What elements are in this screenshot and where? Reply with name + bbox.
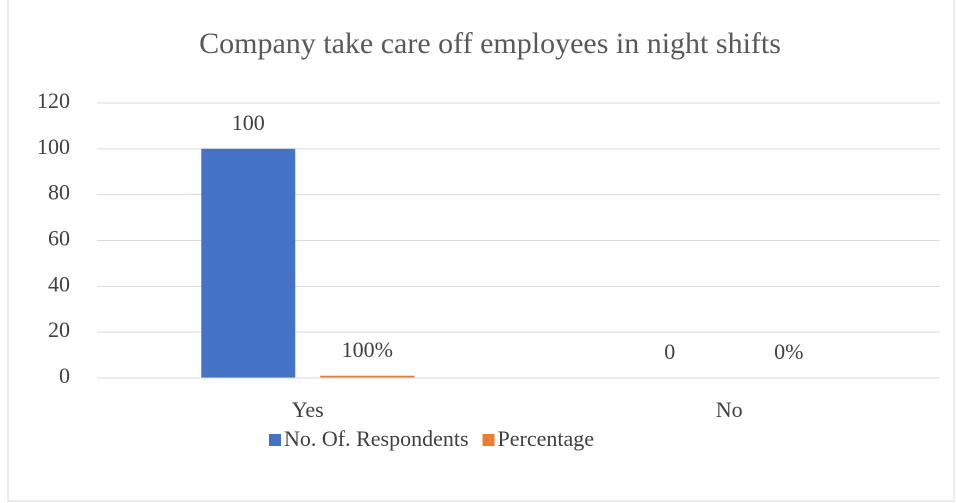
chart-border	[7, 0, 955, 502]
x-tick-label: No	[716, 397, 743, 422]
legend-label: No. Of. Respondents	[284, 426, 469, 451]
data-label: 100	[232, 110, 265, 135]
data-label: 0	[664, 339, 675, 364]
bar	[320, 375, 415, 378]
x-tick-label: Yes	[292, 397, 324, 422]
legend-swatch	[269, 434, 281, 446]
y-tick-label: 100	[37, 134, 70, 159]
chart-title: Company take care off employees in night…	[199, 27, 781, 60]
y-tick-label: 120	[37, 88, 70, 113]
data-label: 100%	[342, 337, 393, 362]
legend-label: Percentage	[498, 426, 595, 451]
y-tick-label: 20	[48, 317, 70, 342]
y-tick-label: 0	[59, 363, 70, 388]
legend-swatch	[482, 434, 495, 446]
y-tick-label: 60	[48, 226, 70, 251]
y-tick-label: 80	[48, 180, 70, 205]
y-tick-label: 40	[48, 271, 70, 296]
bar	[201, 148, 296, 378]
data-label: 0%	[774, 339, 803, 364]
